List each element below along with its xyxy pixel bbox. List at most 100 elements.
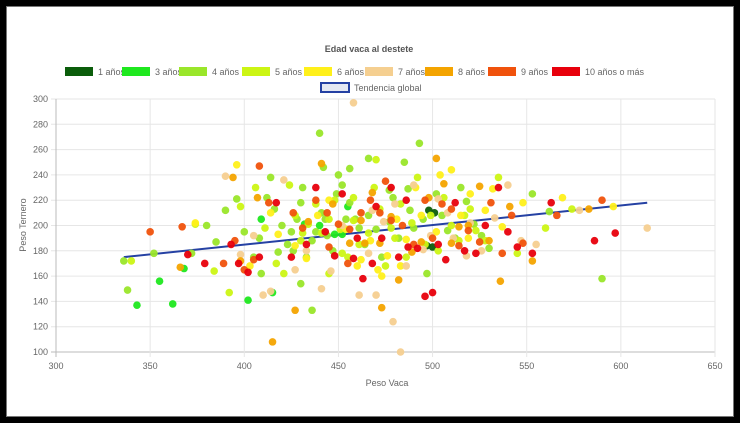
data-point [308,306,316,315]
y-axis-ticks: 100 120 140 160 180 200 220 240 260 280 300 [33,94,48,357]
data-point [408,219,416,227]
data-point [462,197,471,206]
data-point [255,162,264,170]
data-point [396,200,405,208]
legend-swatch[interactable] [425,67,453,76]
data-point [541,224,550,232]
y-tick-label: 140 [33,296,48,306]
legend-label[interactable]: 9 años [521,67,549,77]
data-point [249,231,258,240]
data-point [402,253,411,261]
y-tick-label: 200 [33,221,48,231]
data-point [598,196,606,204]
data-point [304,217,313,226]
data-point [475,182,484,191]
data-point [447,166,456,174]
data-point [494,173,503,182]
legend-label[interactable]: 4 años [212,67,240,77]
x-tick-label: 600 [613,361,628,371]
data-point [398,221,407,230]
data-point [406,206,414,215]
data-point [191,219,200,227]
legend-label[interactable]: 8 años [458,67,486,77]
data-point [404,243,412,251]
legend-label[interactable]: 3 años [155,67,183,77]
data-point [317,159,326,168]
data-point [421,292,429,301]
data-point [455,222,463,231]
legend-label[interactable]: 7 años [398,67,426,77]
data-point [387,216,395,225]
data-point [312,183,320,192]
y-tick-label: 240 [33,170,48,180]
legend-swatch[interactable] [365,67,393,76]
data-point [244,268,252,277]
data-point [376,209,384,217]
data-point [419,245,427,254]
legend-label[interactable]: 10 años o más [585,67,645,77]
legend-label[interactable]: 5 años [275,67,303,77]
data-point [338,181,346,189]
data-point [146,228,154,236]
data-point [387,224,395,232]
data-point [357,255,365,264]
data-point [504,228,512,236]
data-point [255,234,264,242]
data-point [357,209,365,217]
legend-swatch[interactable] [242,67,270,76]
data-point [558,193,567,202]
data-point [513,243,522,251]
data-point [349,98,358,107]
data-point [133,301,141,309]
data-point [221,206,230,215]
data-point [349,254,358,263]
data-points [119,98,652,356]
data-point [466,190,475,198]
legend-label[interactable]: 1 años [98,67,126,77]
legend-label-trend[interactable]: Tendencia global [354,83,422,93]
data-point [372,225,380,234]
data-point [402,196,411,204]
data-point [400,158,409,167]
legend-swatch[interactable] [179,67,207,76]
legend-swatch-trend[interactable] [320,82,350,93]
legend-label[interactable]: 6 años [337,67,365,77]
data-point [477,247,486,255]
data-point [377,234,386,242]
y-tick-label: 160 [33,271,48,281]
grid [51,98,716,357]
data-point [396,348,405,356]
data-point [280,269,288,278]
data-point [344,253,352,261]
data-point [264,198,273,207]
x-tick-label: 350 [143,361,158,371]
y-tick-label: 220 [33,195,48,205]
data-point [504,181,512,189]
legend[interactable]: 1 años 3 años 4 años 5 años 6 años 7 años 8 añ… [65,67,645,93]
legend-swatch[interactable] [304,67,332,76]
data-point [475,238,484,246]
data-point [372,155,380,164]
legend-swatch[interactable] [552,67,580,76]
data-point [391,234,399,242]
legend-swatch[interactable] [122,67,150,76]
data-point [302,247,311,255]
legend-swatch[interactable] [488,67,516,76]
data-point [357,216,365,225]
data-point [485,236,493,245]
data-point [532,240,540,249]
data-point [377,272,386,280]
legend-swatch[interactable] [65,67,93,76]
data-point [342,215,350,223]
data-point [246,262,254,270]
y-tick-label: 180 [33,246,48,256]
data-point [227,240,235,249]
data-point [178,222,186,231]
data-point [355,291,363,299]
data-point [381,262,390,270]
data-point [392,215,401,223]
data-point [291,306,299,315]
data-point [372,202,380,211]
data-point [312,228,320,236]
data-point [472,249,480,258]
